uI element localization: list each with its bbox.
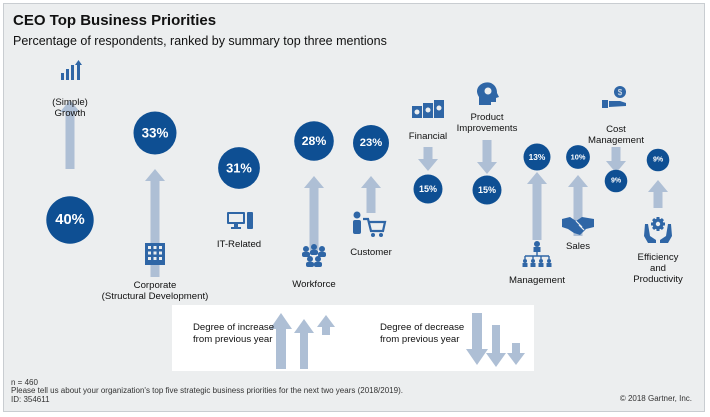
bubble-corporate-structural-development — [133, 111, 177, 155]
bubble-simple-growth — [46, 196, 94, 244]
figure-id: ID: 354611 — [11, 395, 50, 404]
money-stack-icon — [412, 100, 444, 118]
arrow-financial — [418, 147, 438, 171]
legend-decrease-arrow-large — [466, 313, 488, 365]
category-label-workforce: Workforce — [292, 279, 336, 290]
shopping-cart-icon — [353, 211, 387, 237]
category-label-customer: Customer — [350, 247, 392, 258]
legend-decrease-label: Degree of decrease from previous year — [380, 322, 465, 345]
bubble-efficiency-and-productivity — [646, 148, 670, 172]
legend-increase-arrow-large — [270, 313, 292, 369]
legend-increase-arrow-small — [317, 315, 335, 335]
category-label-product-improvements: Product Improvements — [456, 112, 518, 134]
page-title: CEO Top Business Priorities — [13, 12, 217, 29]
value-label-efficiency-and-productivity: 9% — [653, 157, 664, 164]
value-label-customer: 23% — [360, 137, 382, 149]
category-label-corporate-structural-development: Corporate (Structural Development) — [101, 280, 209, 302]
value-label-product-improvements: 15% — [478, 185, 496, 195]
category-label-it-related: IT-Related — [216, 239, 262, 250]
category-label-efficiency-and-productivity: Efficiency and Productivity — [633, 252, 683, 285]
category-label-simple-growth: (Simple) Growth — [52, 97, 88, 119]
value-label-it-related: 31% — [226, 161, 252, 176]
arrow-cost-management — [606, 147, 626, 173]
value-label-sales: 10% — [571, 153, 586, 162]
growth-chart-icon — [61, 60, 82, 80]
copyright: © 2018 Gartner, Inc. — [619, 394, 692, 403]
building-icon — [145, 243, 165, 265]
legend: Degree of increase from previous year De… — [172, 305, 534, 371]
arrows-layer — [60, 100, 668, 277]
lightbulb-head-icon — [477, 82, 499, 105]
arrow-product-improvements — [477, 140, 497, 174]
sample-size: n = 460 — [11, 378, 38, 387]
value-label-financial: 15% — [419, 184, 437, 194]
legend-decrease-arrow-small — [507, 343, 525, 365]
bubble-management — [523, 143, 551, 171]
category-label-sales: Sales — [566, 241, 590, 252]
page-subtitle: Percentage of respondents, ranked by sum… — [13, 34, 387, 48]
value-label-workforce: 28% — [302, 134, 327, 148]
legend-arrows — [270, 313, 525, 369]
category-label-financial: Financial — [408, 131, 448, 142]
bubbles-layer: 40% 33% 31% 28% 23% 15% 15% 13% 10% 9% 9% — [46, 111, 670, 244]
hand-gear-icon — [644, 217, 672, 243]
handshake-icon — [562, 217, 594, 235]
arrow-efficiency-and-productivity — [648, 180, 668, 208]
bubble-workforce — [294, 121, 334, 161]
org-chart-icon — [522, 241, 552, 267]
bubble-it-related — [218, 147, 260, 189]
arrow-management — [527, 172, 547, 240]
category-label-cost-management: Cost Management — [588, 124, 644, 146]
arrow-sales — [568, 175, 588, 236]
arrow-customer — [361, 176, 381, 213]
arrow-corporate-structural-development — [145, 169, 165, 277]
arrow-simple-growth — [60, 100, 80, 169]
computer-icon — [227, 212, 253, 229]
svg-text:$: $ — [618, 88, 623, 97]
arrow-workforce — [304, 176, 324, 250]
bubble-sales — [566, 145, 590, 169]
survey-question: Please tell us about your organization's… — [11, 386, 403, 395]
hand-coin-icon: $ — [602, 86, 626, 108]
legend-increase-arrows — [270, 313, 335, 369]
value-label-corporate-structural-development: 33% — [142, 126, 169, 141]
bubble-customer — [353, 125, 389, 161]
category-label-management: Management — [509, 275, 565, 286]
legend-increase-label: Degree of increase from previous year — [193, 322, 275, 345]
value-label-management: 13% — [529, 152, 546, 162]
bubble-product-improvements — [472, 175, 502, 205]
value-label-cost-management: 9% — [611, 178, 622, 185]
legend-increase-arrow-medium — [294, 319, 314, 369]
value-label-simple-growth: 40% — [55, 212, 84, 228]
people-group-icon — [302, 244, 326, 267]
legend-decrease-arrows — [466, 313, 525, 367]
legend-decrease-arrow-medium — [486, 325, 506, 367]
bubble-cost-management — [604, 169, 628, 193]
bubble-financial — [413, 174, 443, 204]
